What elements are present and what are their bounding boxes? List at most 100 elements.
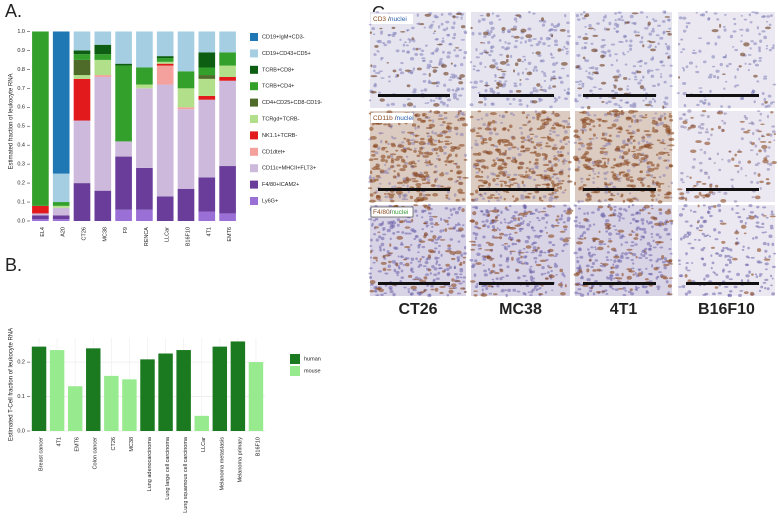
nucleus [484,65,487,68]
nucleus [718,168,722,172]
histology-image [573,203,674,297]
stained-cell [508,184,512,188]
stained-cell [583,236,587,240]
stained-cell [450,283,457,288]
stain-label-box [371,14,413,24]
nucleus [710,205,714,208]
nucleus [682,92,687,96]
nucleus [651,264,654,268]
nucleus [459,132,464,137]
bar-segment [198,99,216,178]
stained-cell [539,173,543,177]
x-tick-label: 4T1 [206,227,212,236]
nucleus [516,147,520,151]
nucleus [518,227,523,231]
stained-cell [445,263,450,267]
stained-cell [633,237,639,240]
x-tick-label: LLCar [201,437,207,452]
nucleus [479,14,484,17]
nucleus [546,271,550,274]
nucleus [386,103,390,107]
stained-cell [458,144,465,147]
nucleus [684,119,689,121]
nucleus [580,144,585,148]
tile-background [370,12,466,108]
nucleus [432,32,436,35]
nucleus [532,12,536,15]
nucleus [631,217,636,221]
nucleus [661,20,666,23]
nucleus [526,222,531,227]
nucleus [629,47,633,51]
nucleus [706,115,710,119]
stained-cell [684,197,688,202]
nucleus [566,74,570,78]
stained-cell [662,142,666,145]
stained-cell [743,232,747,235]
nucleus [435,262,438,265]
nucleus [539,251,543,254]
stained-cell [499,60,507,65]
nucleus [406,29,409,32]
scale-bar [479,282,554,285]
nucleus [613,209,617,212]
nucleus [736,272,740,277]
stained-cell [687,279,692,283]
nucleus [518,98,522,103]
nucleus [407,248,411,252]
stained-cell [598,118,602,122]
nucleus [574,291,579,295]
stained-cell [512,217,517,220]
nucleus [509,251,512,255]
stained-cell [652,127,655,130]
nucleus [531,52,535,54]
nucleus [485,219,489,223]
nucleus [642,75,645,79]
nucleus [591,261,596,266]
nucleus [754,273,758,276]
bar-segment [177,31,195,72]
stained-cell [411,218,414,223]
nucleus [380,293,384,296]
stained-cell [375,163,380,167]
nucleus [387,167,391,171]
stained-cell [647,184,651,188]
scale-bar [686,188,759,191]
stained-cell [639,85,645,90]
nucleus [770,213,775,216]
nucleus [373,82,377,86]
nucleus [380,242,385,247]
stained-cell [760,123,765,126]
stained-cell [698,191,702,196]
nucleus [456,256,461,260]
nucleus [698,161,703,165]
nucleus [748,204,753,208]
nucleus [659,73,663,75]
nucleus [651,98,655,101]
nucleus [765,47,768,50]
nucleus [376,40,380,43]
nucleus [700,248,705,252]
bar-segment [219,31,236,53]
nucleus [417,245,421,249]
stained-cell [649,48,657,52]
nucleus [712,271,715,273]
nucleus [586,277,591,282]
nucleus [430,207,433,211]
nucleus [764,105,768,109]
stained-cell [601,157,607,160]
legend-swatch [250,98,258,107]
nucleus [411,271,415,273]
nucleus [422,73,427,76]
nucleus [604,199,608,202]
nucleus [740,127,745,131]
nucleus [379,248,382,252]
nucleus [431,225,434,228]
nucleus [726,254,731,258]
stained-cell [501,138,508,142]
nucleus [534,234,539,238]
nucleus [553,28,558,32]
stained-cell [475,167,480,170]
nucleus [581,17,586,20]
stained-cell [385,150,389,153]
